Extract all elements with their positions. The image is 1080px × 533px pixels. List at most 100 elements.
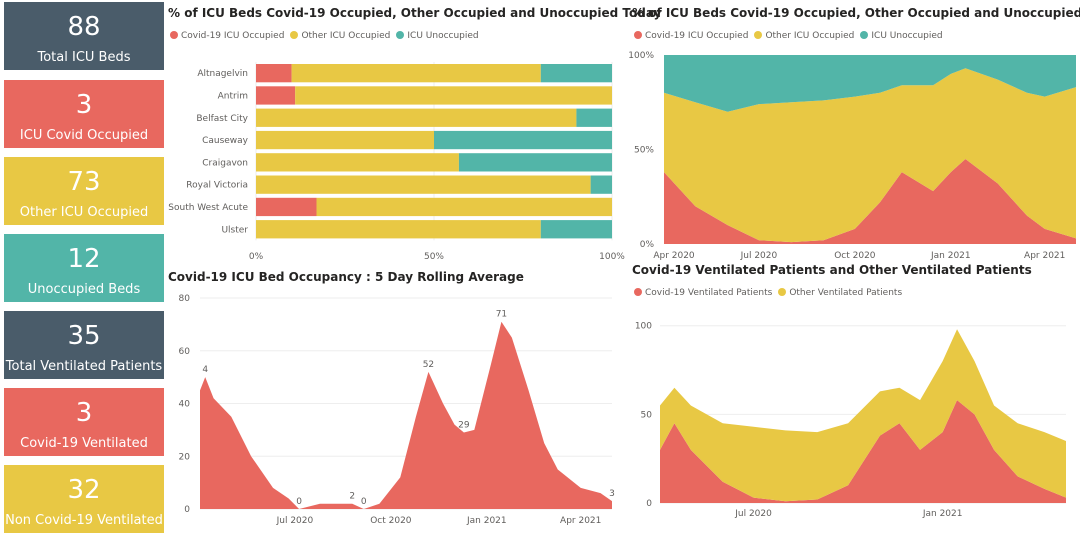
legend-swatch [634,288,642,296]
y-tick-label: 40 [179,400,191,410]
y-tick-label: 0 [184,505,190,515]
kpi-label: Other ICU Occupied [19,205,149,220]
legend-item: Covid-19 ICU Occupied [170,31,284,41]
data-label: 0 [361,497,367,507]
category-label: Craigavon [202,158,248,168]
category-label: Causeway [202,136,249,146]
bar-segment [540,64,612,83]
category-label: South West Acute [168,203,248,213]
bar-segment [576,108,612,127]
data-label: 4 [202,365,208,375]
y-tick-label: 100 [635,322,652,332]
kpi-card: 3 ICU Covid Occupied [4,80,164,148]
x-tick-label: Jan 2021 [922,509,963,519]
area-series [664,68,1076,243]
kpi-value: 3 [75,398,93,428]
x-tick-label: 0% [249,252,264,262]
x-tick-label: Oct 2020 [834,251,876,261]
bar-segment [256,175,591,194]
legend-label: Covid-19 Ventilated Patients [645,288,773,298]
category-label: Belfast City [196,114,248,124]
legend-swatch [634,31,642,39]
x-tick-label: Jan 2021 [930,251,971,261]
x-tick-label: Apr 2020 [653,251,695,261]
area-series [660,329,1066,502]
data-label: 0 [296,497,302,507]
bar-segment [295,86,612,105]
category-label: Altnagelvin [197,69,248,79]
bar-chart-legend: Covid-19 ICU Occupied Other ICU Occupied I… [170,31,485,41]
legend-swatch [754,31,763,39]
ventilated-chart: 0 50 100 Jul 2020 Jan 2021 [635,322,1066,519]
legend-swatch [778,288,787,296]
legend-swatch [396,31,405,39]
bar-segment [256,64,292,83]
y-tick-label: 80 [179,294,191,304]
legend-item: Other ICU Occupied [290,31,390,41]
bar-segment [458,153,612,172]
x-tick-label: 50% [424,252,444,262]
data-label: 3 [609,489,615,499]
kpi-value: 88 [67,12,101,42]
data-label: 2 [349,492,355,502]
bar-segment [256,86,296,105]
legend-label: Covid-19 ICU Occupied [181,31,285,41]
data-label: 29 [458,421,470,431]
ventilated-chart-title: Covid-19 Ventilated Patients and Other V… [632,263,1032,277]
kpi-card: 88 Total ICU Beds [4,2,164,70]
x-tick-label: Oct 2020 [370,516,412,526]
y-tick-label: 20 [179,452,191,462]
y-tick-label: 50% [634,146,654,156]
legend-swatch [860,31,869,39]
kpi-label: Unoccupied Beds [27,282,141,297]
kpi-label: Non Covid-19 Ventilated [5,513,163,528]
area-series [664,55,1076,112]
bar-segment [316,197,612,217]
x-tick-label: Apr 2021 [1024,251,1065,261]
x-tick-label: Apr 2021 [560,516,601,526]
data-label: 52 [423,360,434,370]
area-series [660,400,1066,503]
y-tick-label: 60 [179,347,191,357]
x-tick-label: Jan 2021 [466,516,507,526]
area-series [664,158,1076,244]
kpi-value: 73 [67,167,101,197]
kpi-value: 3 [75,90,93,120]
kpi-value: 32 [67,475,101,505]
kpi-card: 32 Non Covid-19 Ventilated [4,465,164,533]
kpi-label: Covid-19 Ventilated [20,436,148,451]
x-tick-label: Jul 2020 [734,509,772,519]
ventilated-chart-legend: Covid-19 Ventilated Patients Other Ventil… [634,288,908,298]
y-tick-label: 50 [641,410,653,420]
legend-label: ICU Unoccupied [407,31,479,41]
x-tick-label: Jul 2020 [740,251,778,261]
kpi-card: 35 Total Ventilated Patients [4,311,164,379]
kpi-value: 12 [67,244,101,274]
bar-chart: Altnagelvin Antrim Belfast City Causeway Cra… [168,62,625,262]
legend-label: Other ICU Occupied [301,31,391,41]
x-tick-label: Jul 2020 [276,516,314,526]
category-label: Antrim [218,91,248,101]
bar-segment [256,130,434,150]
legend-label: Other ICU Occupied [765,31,855,41]
legend-swatch [290,31,299,39]
category-label: Royal Victoria [186,181,248,191]
bar-segment [590,175,612,194]
kpi-label: ICU Covid Occupied [19,128,149,143]
area-pct-chart-legend: Covid-19 ICU Occupied Other ICU Occupied I… [634,31,949,41]
rolling-avg-area [200,321,612,509]
legend-item: ICU Unoccupied [396,31,479,41]
data-label: 71 [496,310,507,320]
legend-item: ICU Unoccupied [860,31,943,41]
kpi-card: 73 Other ICU Occupied [4,157,164,225]
bar-segment [434,130,612,150]
y-tick-label: 100% [628,51,654,61]
area-pct-chart-title: % of ICU Beds Covid-19 Occupied, Other O… [632,6,1080,20]
kpi-value: 35 [67,321,101,351]
legend-item: Other Ventilated Patients [778,288,902,298]
bar-segment [291,64,541,83]
kpi-card: 3 Covid-19 Ventilated [4,388,164,456]
kpi-label: Total ICU Beds [37,50,131,65]
legend-item: Other ICU Occupied [754,31,854,41]
